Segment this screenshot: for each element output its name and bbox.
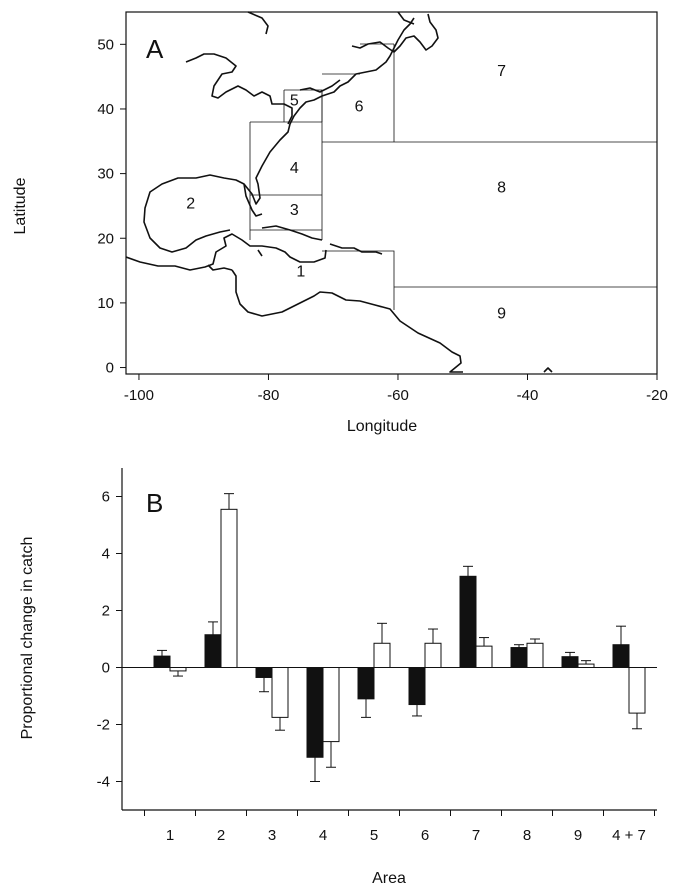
map-area-label: 2 <box>186 196 195 213</box>
bar-y-ticks: -4 -2 0 2 4 6 <box>97 489 122 791</box>
bar <box>255 667 273 678</box>
bar <box>306 667 324 758</box>
map-area-label: 6 <box>355 99 364 116</box>
bar-x-ticks: 1 2 3 4 5 6 7 8 9 4 + 7 <box>144 810 655 844</box>
bar <box>169 667 187 672</box>
map-x-tick-label: -80 <box>258 387 280 404</box>
bar <box>628 667 646 714</box>
bar-x-tick-label: 5 <box>370 827 378 844</box>
bar-x-tick-label: 2 <box>217 827 225 844</box>
bar-panel: B -4 -2 0 2 4 6 1 2 3 4 5 6 7 8 9 4 + 7 Area Proportio… <box>19 468 657 887</box>
bar <box>561 656 579 668</box>
bar-y-tick-label: 0 <box>102 660 110 677</box>
map-area-label: 7 <box>497 63 506 80</box>
bar <box>408 667 426 706</box>
bar-x-tick-label: 9 <box>574 827 582 844</box>
map-x-tick-label: -100 <box>124 387 154 404</box>
bar <box>204 634 222 668</box>
bar <box>271 667 289 718</box>
map-y-tick-label: 20 <box>97 230 114 247</box>
bar-x-tick-label: 4 + 7 <box>612 827 646 844</box>
map-frame <box>125 11 658 375</box>
bar-y-tick-label: 4 <box>102 546 110 563</box>
bar <box>526 642 544 669</box>
map-area-label: 8 <box>497 180 506 197</box>
map-y-tick-label: 50 <box>97 36 114 53</box>
bar-x-tick-label: 3 <box>268 827 276 844</box>
bar <box>459 575 477 668</box>
map-area-label: 4 <box>290 160 299 177</box>
map-y-tick-label: 40 <box>97 101 114 118</box>
bar <box>577 663 595 669</box>
bar-x-tick-label: 4 <box>319 827 327 844</box>
bar <box>373 642 391 669</box>
area-boundaries <box>249 43 657 310</box>
bar <box>322 667 340 743</box>
bar-y-tick-label: -4 <box>97 774 110 791</box>
map-x-tick-label: -20 <box>646 387 668 404</box>
map-x-tick-label: -40 <box>517 387 539 404</box>
bars <box>153 493 646 782</box>
bar-x-tick-label: 7 <box>472 827 480 844</box>
bar <box>220 508 238 669</box>
map-x-axis: -100 -80 -60 -40 -20 <box>124 374 668 404</box>
map-y-tick-label: 0 <box>106 360 114 377</box>
map-y-axis: 0 10 20 30 40 50 <box>97 36 126 377</box>
map-area-label: 3 <box>290 202 299 219</box>
bar-x-tick-label: 6 <box>421 827 429 844</box>
bar <box>357 667 375 700</box>
bar <box>424 642 442 669</box>
bar-y-axis-label: Proportional change in catch <box>19 537 36 740</box>
bar-x-tick-label: 1 <box>166 827 174 844</box>
bar-y-tick-label: 6 <box>102 489 110 506</box>
map-x-tick-label: -60 <box>387 387 409 404</box>
map-panel: A <box>12 11 668 435</box>
map-y-tick-label: 10 <box>97 295 114 312</box>
map-area-label: 9 <box>497 306 506 323</box>
panel-b-label: B <box>146 488 163 518</box>
bar-y-tick-label: -2 <box>97 717 110 734</box>
bar-y-tick-label: 2 <box>102 603 110 620</box>
map-y-tick-label: 30 <box>97 166 114 183</box>
map-area-labels: 1 2 3 4 5 6 7 8 9 <box>186 63 506 322</box>
map-y-axis-label: Latitude <box>12 177 29 234</box>
panel-a-label: A <box>146 34 164 64</box>
bar-x-axis-label: Area <box>372 870 406 887</box>
bar-x-tick-label: 8 <box>523 827 531 844</box>
coastlines <box>125 11 553 373</box>
map-area-label: 1 <box>296 264 305 281</box>
bar <box>475 645 493 668</box>
bar <box>153 655 171 668</box>
map-x-axis-label: Longitude <box>347 418 417 435</box>
bar <box>612 644 630 669</box>
map-area-label: 5 <box>290 92 299 109</box>
bar <box>510 647 528 668</box>
